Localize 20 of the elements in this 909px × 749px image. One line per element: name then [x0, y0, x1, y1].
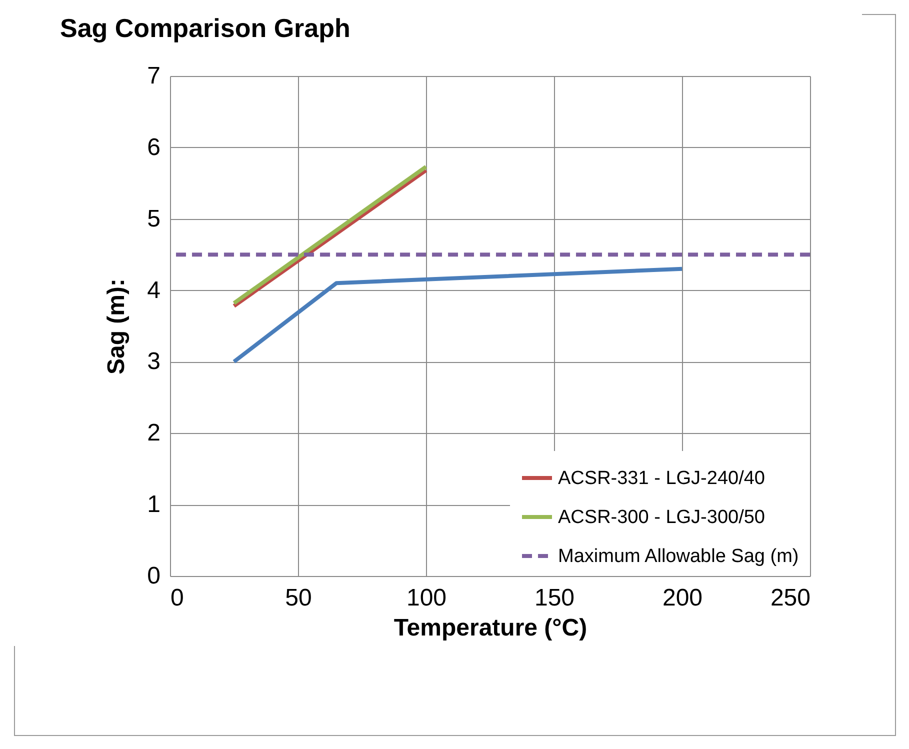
y-tick-label: 4 [147, 276, 160, 304]
x-tick-label: 0 [170, 584, 184, 612]
x-tick-label: 200 [662, 584, 703, 612]
y-tick-label: 1 [147, 491, 160, 518]
x-tick-label: 100 [406, 584, 447, 612]
legend-label: ACSR-300 - LGJ-300/50 [558, 507, 765, 528]
chart-title: Sag Comparison Graph [60, 13, 350, 43]
y-tick-label: 3 [147, 348, 160, 376]
x-tick-label: 50 [285, 584, 312, 612]
legend-label: Maximum Allowable Sag (m) [558, 546, 799, 567]
y-axis-title: Sag (m): [103, 278, 130, 374]
legend-label: ACSR-331 - LGJ-240/40 [558, 468, 765, 489]
y-tick-label: 7 [147, 62, 160, 90]
y-tick-label: 2 [147, 420, 160, 447]
x-tick-label: 150 [534, 584, 575, 612]
y-tick-label: 6 [147, 134, 160, 161]
y-tick-label: 5 [147, 205, 160, 232]
x-tick-label: 250 [770, 584, 810, 612]
x-axis-title: Temperature (°C) [394, 614, 588, 642]
y-tick-label: 0 [147, 562, 160, 590]
